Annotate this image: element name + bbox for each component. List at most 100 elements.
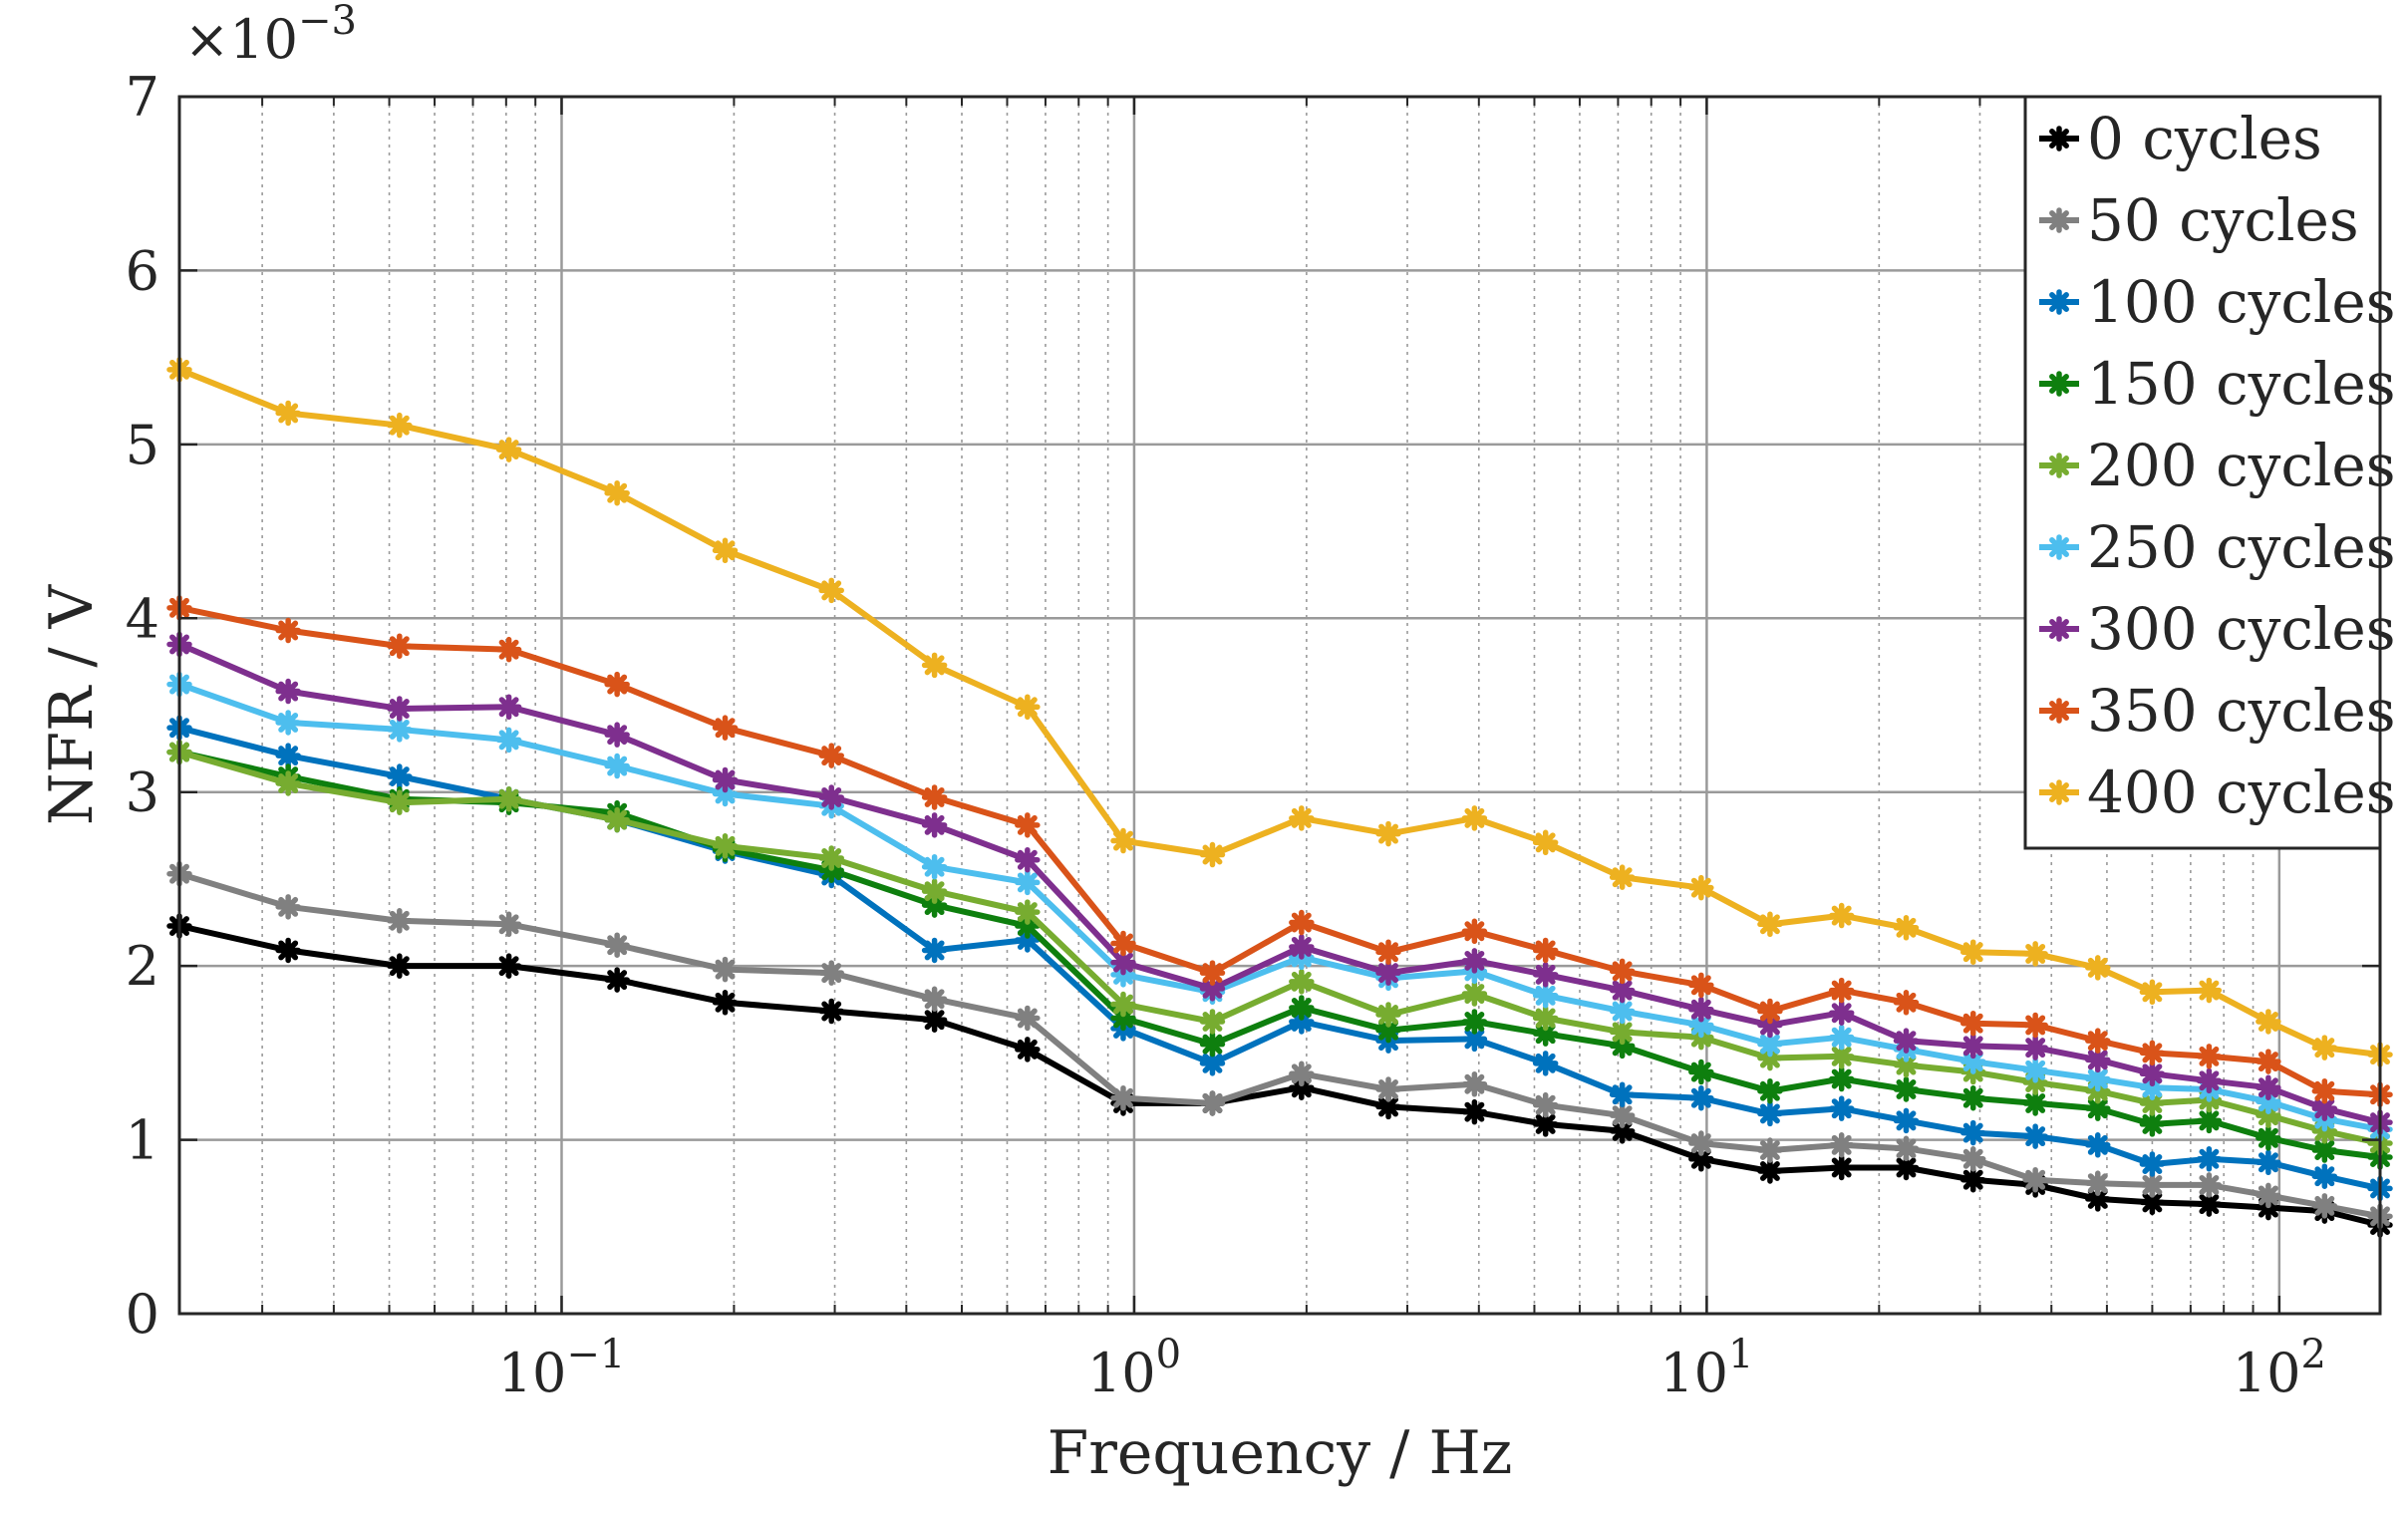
data-point bbox=[1532, 1091, 1559, 1118]
data-point bbox=[1289, 909, 1315, 936]
data-point bbox=[2139, 1074, 2166, 1100]
data-point bbox=[818, 743, 844, 768]
data-point bbox=[712, 715, 739, 741]
data-point bbox=[2085, 1028, 2111, 1054]
data-point bbox=[495, 785, 522, 812]
data-point bbox=[387, 953, 413, 979]
legend-swatch-marker bbox=[2046, 453, 2072, 478]
data-point bbox=[1609, 1019, 1636, 1046]
data-point bbox=[2256, 1125, 2281, 1151]
data-point bbox=[1461, 1098, 1488, 1125]
data-point bbox=[275, 743, 301, 768]
data-point bbox=[2022, 1035, 2048, 1060]
y-tick-label: 3 bbox=[126, 761, 159, 824]
legend-label: 100 cycles bbox=[2087, 268, 2396, 336]
data-point bbox=[387, 696, 413, 722]
data-point bbox=[2085, 1170, 2111, 1196]
data-point bbox=[1959, 1084, 1986, 1111]
data-point bbox=[1688, 874, 1714, 901]
data-point bbox=[818, 845, 844, 871]
y-tick-label: 6 bbox=[126, 239, 159, 302]
data-point bbox=[1110, 930, 1136, 957]
legend-entry: 200 cycles bbox=[2039, 432, 2396, 499]
data-point bbox=[604, 753, 630, 779]
series-300-cycles bbox=[166, 631, 2393, 1135]
data-point bbox=[1893, 1052, 1920, 1078]
data-point bbox=[1110, 1005, 1136, 1032]
data-point bbox=[387, 908, 413, 934]
data-point bbox=[1461, 1009, 1488, 1035]
data-point bbox=[1757, 1100, 1783, 1127]
data-point bbox=[1461, 805, 1488, 831]
series-line bbox=[177, 367, 2381, 1059]
data-point bbox=[2139, 1060, 2166, 1087]
legend-entry: 300 cycles bbox=[2039, 595, 2396, 663]
data-point bbox=[495, 727, 522, 754]
data-point bbox=[1015, 927, 1041, 953]
series-50-cycles bbox=[166, 860, 2393, 1230]
data-point bbox=[1199, 1009, 1226, 1035]
data-point bbox=[1532, 1021, 1559, 1047]
data-point bbox=[1757, 1012, 1783, 1039]
data-point bbox=[818, 577, 844, 604]
data-point bbox=[1828, 1132, 1855, 1158]
data-point bbox=[1461, 918, 1488, 945]
data-point bbox=[712, 766, 739, 793]
data-point bbox=[1532, 1051, 1559, 1076]
data-point bbox=[921, 853, 948, 880]
data-point bbox=[1199, 841, 1226, 868]
data-point bbox=[2256, 1102, 2281, 1128]
data-point bbox=[275, 678, 301, 705]
data-point bbox=[921, 937, 948, 964]
data-point bbox=[2196, 1146, 2223, 1172]
data-point bbox=[2196, 1044, 2223, 1069]
legend-label: 150 cycles bbox=[2087, 350, 2396, 418]
y-tick-label: 2 bbox=[126, 935, 159, 998]
series-line bbox=[178, 870, 2381, 1220]
data-point bbox=[1199, 1031, 1226, 1058]
data-point bbox=[921, 1007, 948, 1033]
data-point bbox=[1688, 1130, 1714, 1156]
data-point bbox=[2022, 1166, 2048, 1193]
legend-entry: 350 cycles bbox=[2039, 677, 2396, 745]
y-axis-label: NFR / V bbox=[37, 583, 107, 825]
y-axis-multiplier: ×10−3 bbox=[184, 0, 357, 71]
data-point bbox=[275, 400, 301, 427]
y-tick-label: 4 bbox=[126, 587, 159, 650]
data-point bbox=[2311, 1077, 2338, 1104]
legend-label: 250 cycles bbox=[2087, 513, 2396, 581]
data-point bbox=[1893, 1135, 1920, 1162]
data-point bbox=[1289, 1009, 1315, 1035]
data-point bbox=[2256, 1149, 2281, 1175]
series-line bbox=[178, 749, 2381, 1147]
data-point bbox=[495, 953, 522, 979]
data-point bbox=[818, 960, 844, 986]
plot-series bbox=[166, 357, 2393, 1238]
data-point bbox=[2085, 1065, 2111, 1092]
data-point bbox=[1688, 1146, 1714, 1172]
legend-swatch-marker bbox=[2046, 126, 2072, 152]
data-point bbox=[275, 710, 301, 736]
data-point bbox=[2196, 1107, 2223, 1134]
data-point bbox=[1199, 960, 1226, 986]
y-tick-label: 5 bbox=[126, 414, 159, 476]
data-point bbox=[1532, 937, 1559, 964]
data-point bbox=[921, 892, 948, 918]
data-point bbox=[1289, 969, 1315, 995]
series-line bbox=[178, 923, 2381, 1228]
data-point bbox=[387, 633, 413, 659]
data-point bbox=[2139, 1151, 2166, 1177]
data-point bbox=[2139, 1090, 2166, 1116]
data-point bbox=[275, 770, 301, 796]
legend-swatch-marker bbox=[2046, 779, 2072, 805]
data-point bbox=[2311, 1095, 2338, 1121]
data-point bbox=[1375, 1093, 1401, 1120]
data-point bbox=[1532, 829, 1559, 856]
legend-swatch-marker bbox=[2046, 371, 2072, 397]
data-point bbox=[275, 894, 301, 920]
data-point bbox=[2085, 1047, 2111, 1073]
data-point bbox=[2022, 1090, 2048, 1116]
data-point bbox=[1289, 1074, 1315, 1100]
